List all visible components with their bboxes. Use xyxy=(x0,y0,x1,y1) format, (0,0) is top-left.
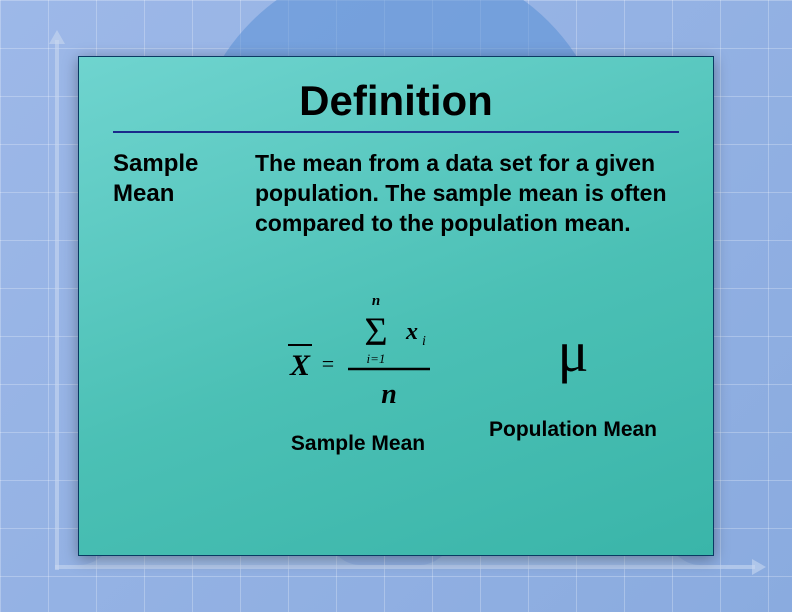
mu-symbol: μ xyxy=(473,289,673,405)
sample-mean-label: Sample Mean xyxy=(243,431,473,456)
formula-row: X = n Σ i=1 x i n Sample Mean μ Popu xyxy=(113,289,679,456)
population-mean-block: μ Population Mean xyxy=(473,289,673,456)
card-title: Definition xyxy=(113,77,679,125)
formula-xbar: X xyxy=(289,349,311,382)
sample-mean-formula: X = n Σ i=1 x i n xyxy=(268,289,448,419)
definition-body: Sample Mean The mean from a data set for… xyxy=(113,149,679,239)
axis-y xyxy=(55,40,59,570)
formula-denominator: n xyxy=(381,379,397,410)
formula-summand: x xyxy=(405,319,418,345)
term-description: The mean from a data set for a given pop… xyxy=(255,149,679,239)
formula-summand-sub: i xyxy=(422,334,426,349)
population-mean-label: Population Mean xyxy=(473,417,673,442)
axis-x-arrow xyxy=(752,559,766,575)
title-rule xyxy=(113,131,679,133)
formula-equals: = xyxy=(322,351,334,376)
formula-upper-bound: n xyxy=(372,293,380,309)
formula-lower-bound: i=1 xyxy=(367,351,386,366)
term-label: Sample Mean xyxy=(113,149,231,239)
definition-card: Definition Sample Mean The mean from a d… xyxy=(78,56,714,556)
sigma-icon: Σ xyxy=(364,309,387,354)
sample-mean-block: X = n Σ i=1 x i n Sample Mean xyxy=(243,289,473,456)
axis-y-arrow xyxy=(49,30,65,44)
